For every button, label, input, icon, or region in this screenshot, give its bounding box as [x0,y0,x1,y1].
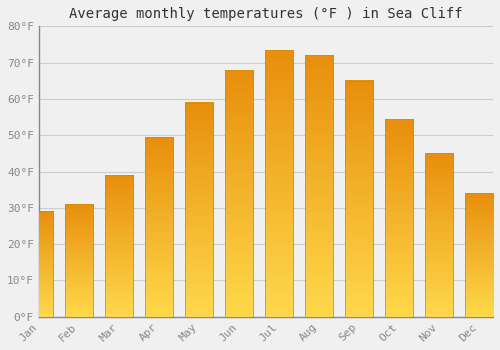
Bar [345,81,373,317]
Bar [385,119,413,317]
Bar [465,193,493,317]
Bar [225,70,253,317]
Bar [105,175,133,317]
Bar [65,204,93,317]
Bar [145,137,173,317]
Bar [385,119,413,317]
Bar [65,204,93,317]
Bar [185,103,213,317]
Bar [425,153,453,317]
Bar [145,137,173,317]
Title: Average monthly temperatures (°F ) in Sea Cliff: Average monthly temperatures (°F ) in Se… [69,7,462,21]
Bar [25,211,53,317]
Bar [105,175,133,317]
Bar [425,153,453,317]
Bar [305,55,333,317]
Bar [185,103,213,317]
Bar [465,193,493,317]
Bar [265,50,293,317]
Bar [305,55,333,317]
Bar [25,211,53,317]
Bar [225,70,253,317]
Bar [265,50,293,317]
Bar [345,81,373,317]
